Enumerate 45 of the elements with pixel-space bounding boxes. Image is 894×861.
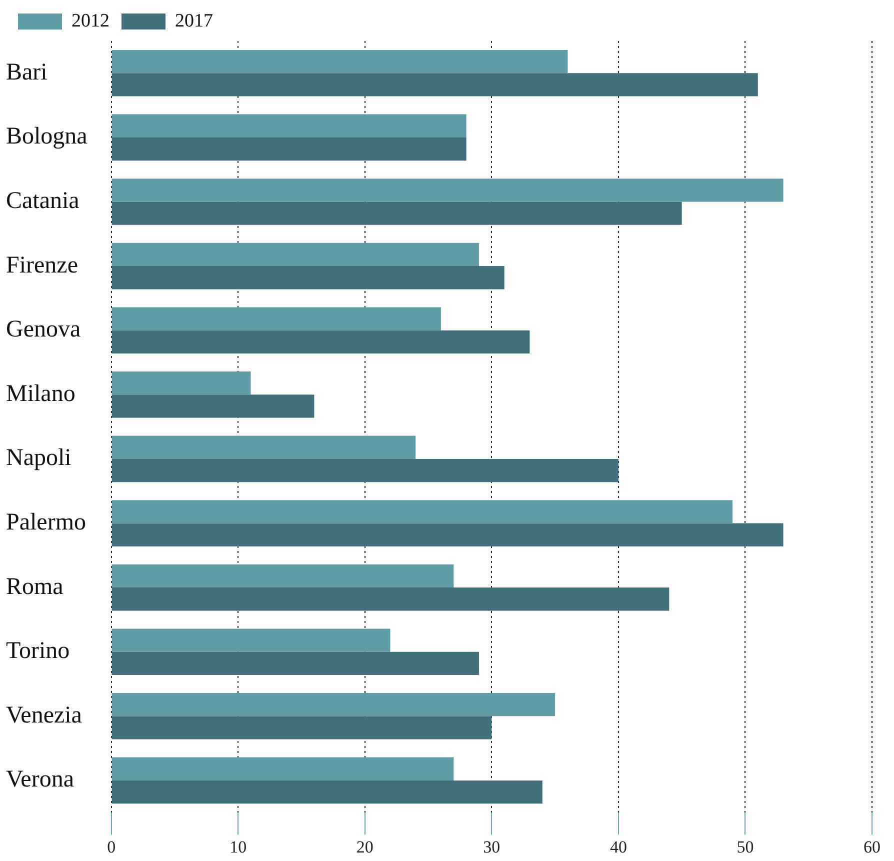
x-tick-label: 20 <box>356 837 374 856</box>
y-tick-label: Firenze <box>6 252 78 278</box>
y-tick-label: Catania <box>6 188 80 214</box>
y-tick-label: Bari <box>6 59 48 86</box>
bar <box>112 436 416 459</box>
bar <box>112 137 466 161</box>
bar <box>112 372 251 395</box>
bar <box>112 307 441 330</box>
bar <box>112 628 390 652</box>
bar <box>112 716 492 740</box>
bar <box>112 114 466 138</box>
x-tick-label: 10 <box>230 837 247 856</box>
bar <box>112 458 618 482</box>
x-tick-label: 50 <box>736 837 754 856</box>
x-tick-label: 60 <box>864 837 880 856</box>
bar <box>112 50 568 74</box>
y-tick-label: Venezia <box>6 702 82 728</box>
x-tick-label: 0 <box>107 837 116 856</box>
x-tick-label: 40 <box>610 837 627 856</box>
bar <box>112 588 670 611</box>
bar <box>112 500 733 524</box>
legend-label: 2012 <box>72 10 110 32</box>
y-tick-label: Verona <box>6 766 74 793</box>
bar <box>112 757 454 780</box>
y-tick-label: Roma <box>6 574 64 600</box>
y-tick-label: Milano <box>6 380 76 407</box>
y-tick-label: Torino <box>6 638 70 664</box>
bar <box>112 780 542 804</box>
legend-label: 2017 <box>175 10 213 32</box>
bar <box>112 693 556 716</box>
y-tick-label: Genova <box>6 316 81 343</box>
bar <box>112 523 784 546</box>
bar <box>112 266 504 290</box>
bar <box>112 73 758 96</box>
bar <box>112 202 682 225</box>
bar <box>112 564 454 588</box>
bar <box>112 652 479 675</box>
x-tick-label: 30 <box>483 837 500 856</box>
bar <box>112 330 530 354</box>
y-tick-label: Palermo <box>6 510 86 536</box>
y-tick-label: Napoli <box>6 445 72 472</box>
bar <box>112 242 479 266</box>
bar <box>112 178 784 202</box>
y-tick-label: Bologna <box>6 124 88 150</box>
bar <box>112 394 314 418</box>
